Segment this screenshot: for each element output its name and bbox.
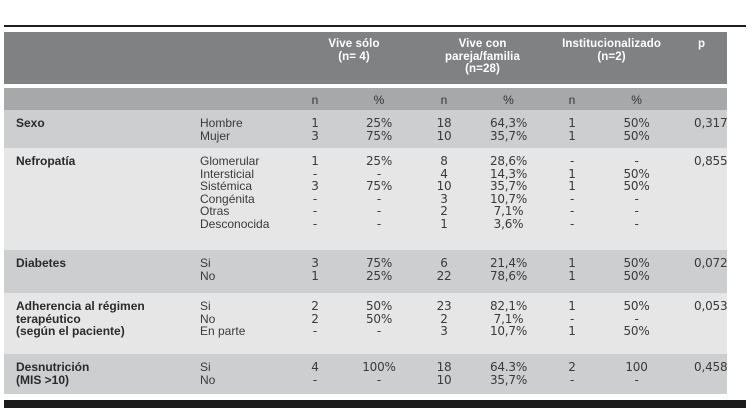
g3-pct: 50% - 50% xyxy=(597,293,677,354)
subheader-g1-n: n xyxy=(290,88,340,110)
g1-pct: 25% - 75% - - - xyxy=(340,148,418,250)
subheader-g3-n: n xyxy=(547,88,598,110)
category-label: Desnutrición (MIS >10) xyxy=(4,354,188,394)
g1-pct: 75% 25% xyxy=(340,250,418,293)
g3-pct: 50% 50% xyxy=(597,110,677,148)
header-institucionalizado: Institucionalizado (n=2) xyxy=(547,32,677,84)
header-empty xyxy=(4,32,290,84)
g1-pct: 100% - xyxy=(340,354,418,394)
g3-n: 1 - 1 xyxy=(547,293,598,354)
table-row-adherencia: Adherencia al régimen terapéutico (según… xyxy=(4,293,728,354)
header-vive-con-pareja: Vive con pareja/familia (n=28) xyxy=(418,32,548,84)
category-label: Sexo xyxy=(4,110,188,148)
g2-pct: 28,6% 14,3% 35,7% 10,7% 7,1% 3,6% xyxy=(470,148,548,250)
subheader-empty-option xyxy=(188,88,290,110)
category-label: Nefropatía xyxy=(4,148,188,250)
g2-n: 18 10 xyxy=(418,354,470,394)
g3-pct: 100 - xyxy=(597,354,677,394)
g3-pct: 50% 50% xyxy=(597,250,677,293)
g1-n: 1 - 3 - - - xyxy=(290,148,340,250)
category-label: Diabetes xyxy=(4,250,188,293)
header-p-value: p xyxy=(676,32,728,84)
bottom-rule xyxy=(4,400,746,408)
option-labels: Si No xyxy=(188,354,290,394)
g3-n: - 1 1 - - - xyxy=(547,148,598,250)
g1-pct: 50% 50% - xyxy=(340,293,418,354)
g1-n: 4 - xyxy=(290,354,340,394)
table-row-nefropatia: Nefropatía Glomerular Intersticial Sisté… xyxy=(4,148,728,250)
p-value: 0,855 xyxy=(676,148,728,250)
p-value: 0,072 xyxy=(676,250,728,293)
category-label: Adherencia al régimen terapéutico (según… xyxy=(4,293,188,354)
g2-pct: 82,1% 7,1% 10,7% xyxy=(470,293,548,354)
subheader-g3-pct: % xyxy=(597,88,677,110)
option-labels: Si No En parte xyxy=(188,293,290,354)
g2-n: 6 22 xyxy=(418,250,470,293)
g2-n: 8 4 10 3 2 1 xyxy=(418,148,470,250)
option-labels: Si No xyxy=(188,250,290,293)
g1-pct: 25% 75% xyxy=(340,110,418,148)
g1-n: 2 2 - xyxy=(290,293,340,354)
g2-pct: 64,3% 35,7% xyxy=(470,110,548,148)
g1-n: 1 3 xyxy=(290,110,340,148)
subheader-p xyxy=(676,88,728,110)
option-labels: Hombre Mujer xyxy=(188,110,290,148)
p-value: 0,458 xyxy=(676,354,728,394)
top-rule xyxy=(4,25,746,27)
p-value: 0,317 xyxy=(676,110,728,148)
table-row-diabetes: Diabetes Si No 3 1 75% 25% 6 22 21,4% 78… xyxy=(4,250,728,293)
demographics-table: Vive sólo (n= 4) Vive con pareja/familia… xyxy=(4,32,728,394)
g2-pct: 21,4% 78,6% xyxy=(470,250,548,293)
g1-n: 3 1 xyxy=(290,250,340,293)
header-vive-solo: Vive sólo (n= 4) xyxy=(290,32,418,84)
subheader-empty-category xyxy=(4,88,188,110)
p-value: 0,053 xyxy=(676,293,728,354)
g3-n: 1 1 xyxy=(547,110,598,148)
g3-n: 2 - xyxy=(547,354,598,394)
subheader-row: n % n % n % xyxy=(4,88,728,110)
g2-n: 23 2 3 xyxy=(418,293,470,354)
g2-n: 18 10 xyxy=(418,110,470,148)
subheader-g2-pct: % xyxy=(470,88,548,110)
g2-pct: 64.3% 35,7% xyxy=(470,354,548,394)
option-labels: Glomerular Intersticial Sistémica Congén… xyxy=(188,148,290,250)
g3-pct: - 50% 50% - - - xyxy=(597,148,677,250)
table-row-desnutricion: Desnutrición (MIS >10) Si No 4 - 100% - … xyxy=(4,354,728,394)
subheader-g2-n: n xyxy=(418,88,470,110)
header-gap xyxy=(4,84,728,88)
subheader-g1-pct: % xyxy=(340,88,418,110)
g3-n: 1 1 xyxy=(547,250,598,293)
header-row: Vive sólo (n= 4) Vive con pareja/familia… xyxy=(4,32,728,84)
table-row-sexo: Sexo Hombre Mujer 1 3 25% 75% 18 10 64,3… xyxy=(4,110,728,148)
